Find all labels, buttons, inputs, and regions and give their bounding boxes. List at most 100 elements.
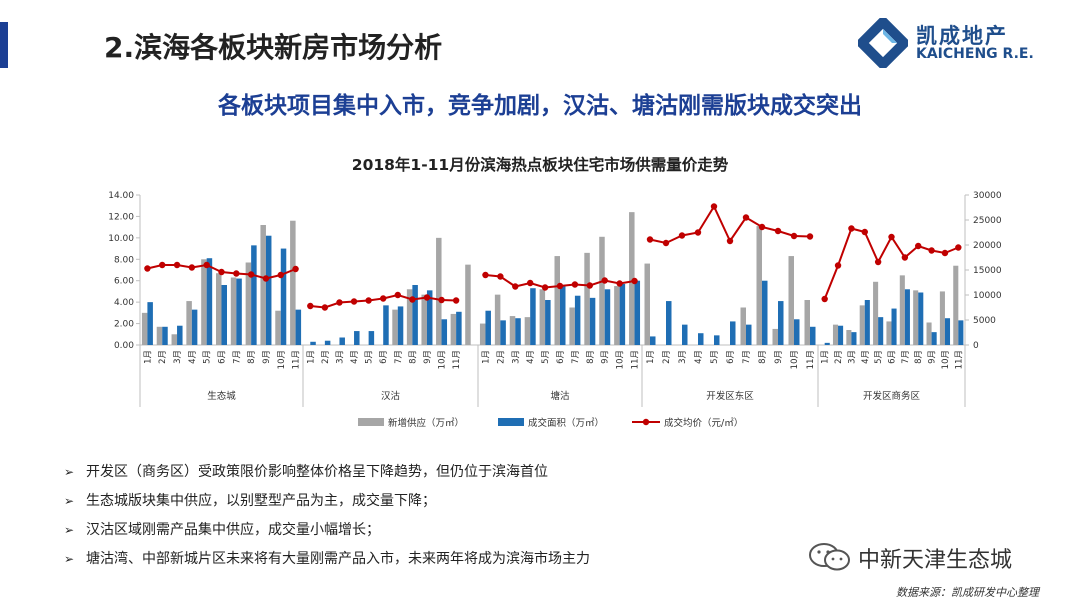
sales-bar xyxy=(265,235,272,345)
month-tick-label: 3月 xyxy=(511,350,521,364)
sales-bar xyxy=(838,325,844,345)
sales-bar xyxy=(794,319,800,345)
sales-bar xyxy=(574,295,581,345)
month-tick-label: 7月 xyxy=(901,350,911,364)
sales-bar xyxy=(324,340,331,345)
month-tick-label: 4月 xyxy=(188,350,198,364)
legend-price-label: 成交均价（元/㎡） xyxy=(664,417,743,429)
supply-bar xyxy=(804,300,810,345)
month-tick-label: 2月 xyxy=(321,350,331,364)
price-point xyxy=(307,302,314,310)
supply-bar xyxy=(629,212,635,345)
sales-bar xyxy=(500,320,506,345)
sales-bar xyxy=(698,333,704,345)
supply-bar xyxy=(156,326,163,345)
price-point xyxy=(790,232,798,240)
page-title: 2.滨海各板块新房市场分析 xyxy=(104,31,443,64)
month-tick-label: 2月 xyxy=(662,350,672,364)
sales-bar xyxy=(904,289,910,345)
company-logo: 凯成地产 KAICHENG R.E. xyxy=(858,18,1058,70)
supply-bar xyxy=(859,305,865,345)
supply-bar xyxy=(216,273,222,345)
sales-bar xyxy=(762,280,768,345)
sales-bar xyxy=(295,309,302,345)
month-tick-label: 7月 xyxy=(571,350,581,364)
wechat-icon xyxy=(809,543,850,571)
sales-bar xyxy=(931,332,937,345)
sales-bar xyxy=(560,286,566,345)
month-tick-label: 11月 xyxy=(806,350,816,369)
price-point xyxy=(233,270,240,277)
sales-bar xyxy=(918,292,924,345)
group-label: 汉沽 xyxy=(381,390,401,402)
y-right-tick-label: 0 xyxy=(973,341,979,351)
legend-sales-label: 成交面积（万㎡） xyxy=(528,417,604,429)
sales-bar xyxy=(191,309,198,345)
supply-bar xyxy=(873,281,879,345)
month-tick-label: 7月 xyxy=(232,350,242,364)
bullet-text: 汉沽区域刚需产品集中供应，成交量小幅增长； xyxy=(86,522,380,538)
bullet-item: ➢ 汉沽区域刚需产品集中供应，成交量小幅增长； xyxy=(64,516,924,545)
month-tick-label: 5月 xyxy=(541,350,551,364)
arrow-bullet-icon: ➢ xyxy=(64,465,75,479)
bullet-item: ➢ 塘沽湾、中部新城片区未来将有大量刚需产品入市，未来两年将成为滨海市场主力 xyxy=(64,545,924,574)
month-tick-label: 6月 xyxy=(218,350,228,364)
price-line xyxy=(649,204,811,245)
price-point xyxy=(336,299,343,306)
supply-bar xyxy=(230,277,237,345)
month-tick-label: 6月 xyxy=(556,350,566,364)
sales-bar xyxy=(619,283,626,345)
sales-bar xyxy=(604,289,611,345)
price-point xyxy=(188,264,196,271)
supply-bar xyxy=(465,264,471,345)
price-point xyxy=(848,225,855,232)
month-tick-label: 11月 xyxy=(452,350,462,369)
y-right-tick-label: 15000 xyxy=(973,266,1002,276)
sales-bar xyxy=(666,301,672,345)
month-tick-label: 1月 xyxy=(143,350,153,364)
price-point xyxy=(915,242,922,250)
month-tick-label: 4月 xyxy=(350,350,360,364)
month-tick-label: 2月 xyxy=(834,350,844,364)
month-tick-label: 9月 xyxy=(774,350,784,364)
page-subtitle: 各板块项目集中入市，竞争加剧，汉沽、塘沽刚需版块成交突出 xyxy=(218,93,862,119)
month-tick-label: 10月 xyxy=(277,350,287,369)
sales-bar xyxy=(397,306,404,345)
price-point xyxy=(601,277,608,284)
sales-bar xyxy=(251,245,257,345)
legend-sales-swatch xyxy=(498,418,524,426)
supply-bar xyxy=(186,301,192,345)
sales-bar xyxy=(368,331,375,345)
price-point xyxy=(512,283,519,290)
month-tick-label: 4月 xyxy=(861,350,871,364)
month-tick-label: 11月 xyxy=(954,350,964,369)
month-tick-label: 8月 xyxy=(247,350,257,364)
sales-bar xyxy=(147,302,153,345)
supply-bar xyxy=(421,294,427,345)
price-point xyxy=(321,304,329,311)
month-tick-label: 8月 xyxy=(586,350,596,364)
supply-bar xyxy=(524,317,531,345)
month-tick-label: 7月 xyxy=(394,350,404,364)
supply-bar xyxy=(926,322,932,345)
y-left-tick-label: 0.00 xyxy=(114,341,134,351)
price-point xyxy=(742,214,750,221)
sales-bar xyxy=(426,290,433,345)
supply-bar xyxy=(479,323,486,345)
month-tick-label: 5月 xyxy=(874,350,884,364)
supply-bar xyxy=(275,310,281,345)
sales-bar xyxy=(310,341,316,345)
month-tick-label: 9月 xyxy=(423,350,433,364)
sales-bar xyxy=(778,301,784,345)
data-source-note: 数据来源：凯成研发中心整理 xyxy=(896,586,1039,599)
sales-bar xyxy=(810,326,816,345)
price-point xyxy=(292,265,299,273)
brand-name: 中新天津生态城 xyxy=(858,548,1013,573)
y-left-tick-label: 14.00 xyxy=(108,191,134,201)
sales-bar xyxy=(441,319,448,345)
sales-bar xyxy=(891,308,897,345)
price-point xyxy=(452,297,460,304)
price-point xyxy=(806,233,814,240)
sales-bar xyxy=(339,337,345,345)
month-tick-label: 4月 xyxy=(526,350,536,364)
